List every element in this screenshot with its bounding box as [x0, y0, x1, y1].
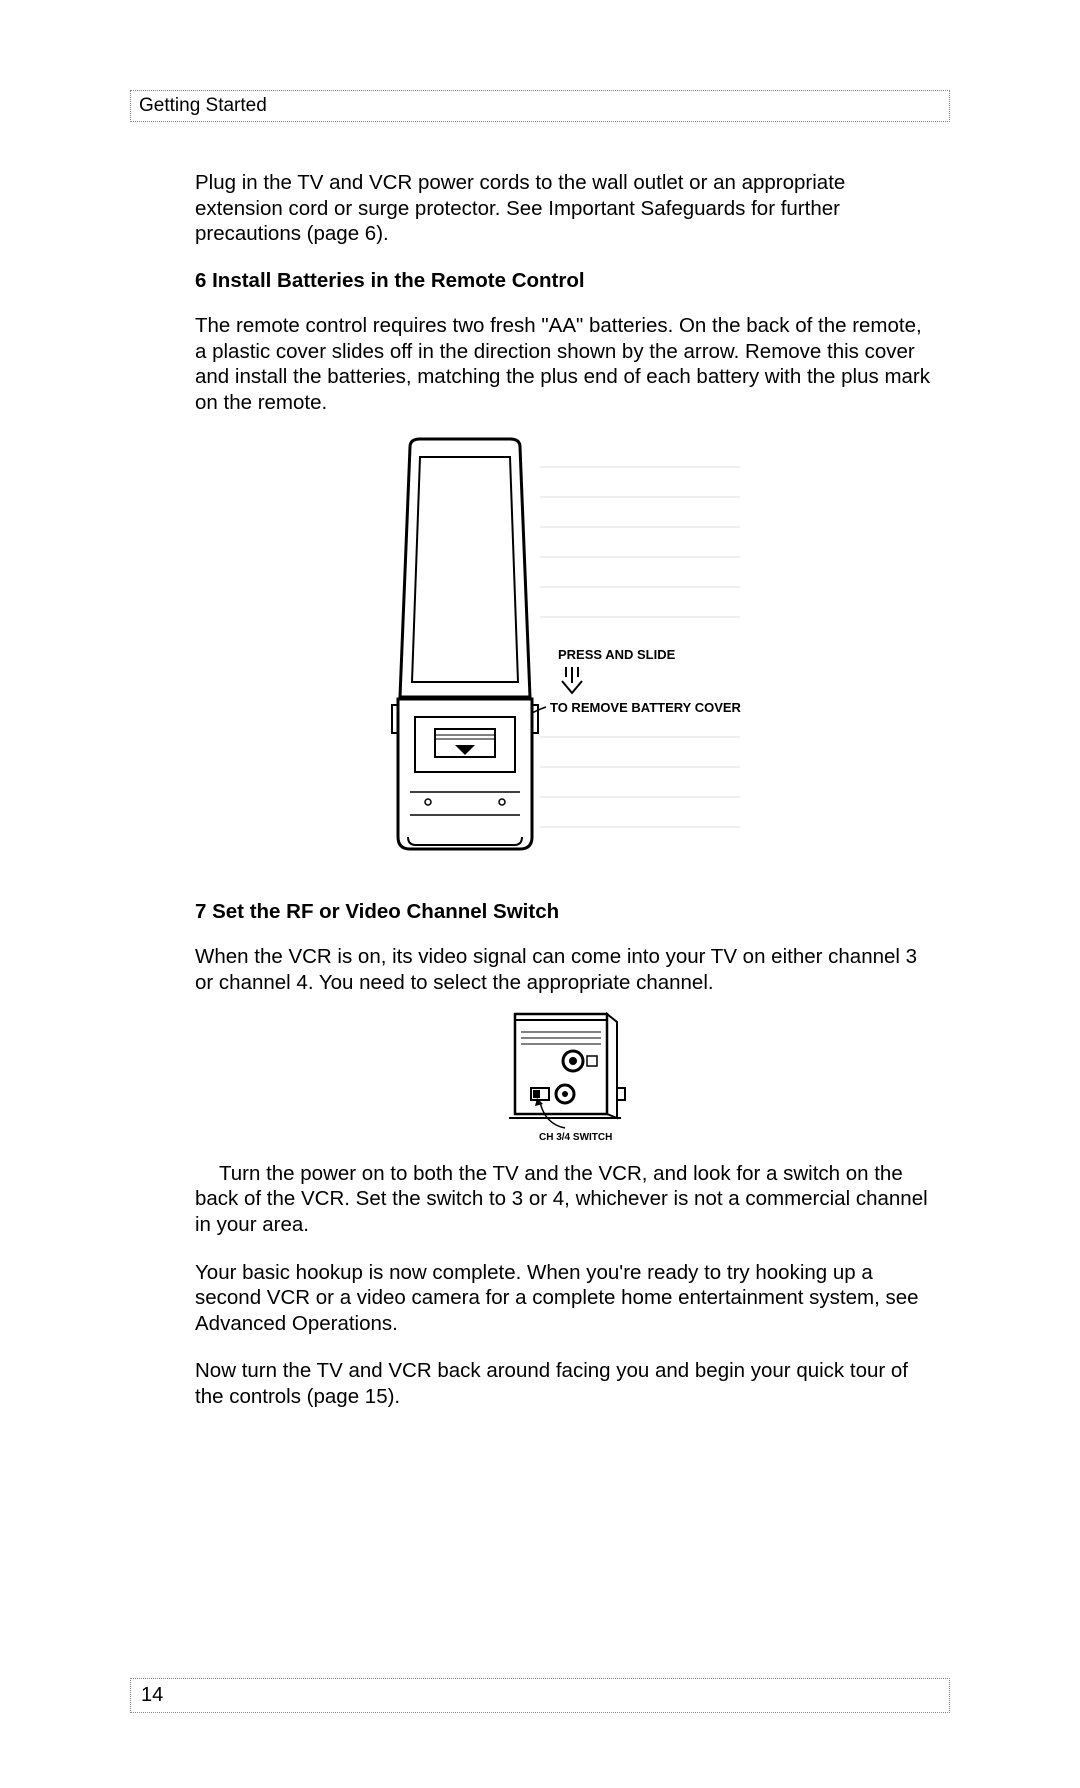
- header-title: Getting Started: [139, 95, 267, 116]
- switch-diagram: CH 3/4 SWITCH: [195, 1002, 935, 1151]
- remote-diagram: PRESS AND SLIDE TO REMOVE BATTERY COVER: [195, 437, 935, 872]
- section-6-paragraph: The remote control requires two fresh "A…: [195, 313, 935, 416]
- header-box: Getting Started: [130, 90, 950, 122]
- remote-label-remove: TO REMOVE BATTERY COVER: [550, 700, 742, 715]
- switch-label: CH 3/4 SWITCH: [539, 1132, 612, 1143]
- remote-label-press: PRESS AND SLIDE: [558, 647, 676, 662]
- content-area: Plug in the TV and VCR power cords to th…: [130, 170, 950, 1410]
- remote-control-illustration-icon: PRESS AND SLIDE TO REMOVE BATTERY COVER: [380, 437, 750, 872]
- complete-paragraph: Your basic hookup is now complete. When …: [195, 1260, 935, 1337]
- footer-box: 14: [130, 1678, 950, 1713]
- section-7-paragraph-2: Turn the power on to both the TV and the…: [195, 1161, 935, 1238]
- section-7-heading: 7 Set the RF or Video Channel Switch: [195, 900, 935, 924]
- plug-paragraph: Plug in the TV and VCR power cords to th…: [195, 170, 935, 247]
- section-6-heading: 6 Install Batteries in the Remote Contro…: [195, 269, 935, 293]
- tour-paragraph: Now turn the TV and VCR back around faci…: [195, 1358, 935, 1409]
- section-7-paragraph-1: When the VCR is on, its video signal can…: [195, 944, 935, 995]
- channel-switch-illustration-icon: CH 3/4 SWITCH: [495, 1006, 635, 1151]
- page-number: 14: [141, 1684, 163, 1706]
